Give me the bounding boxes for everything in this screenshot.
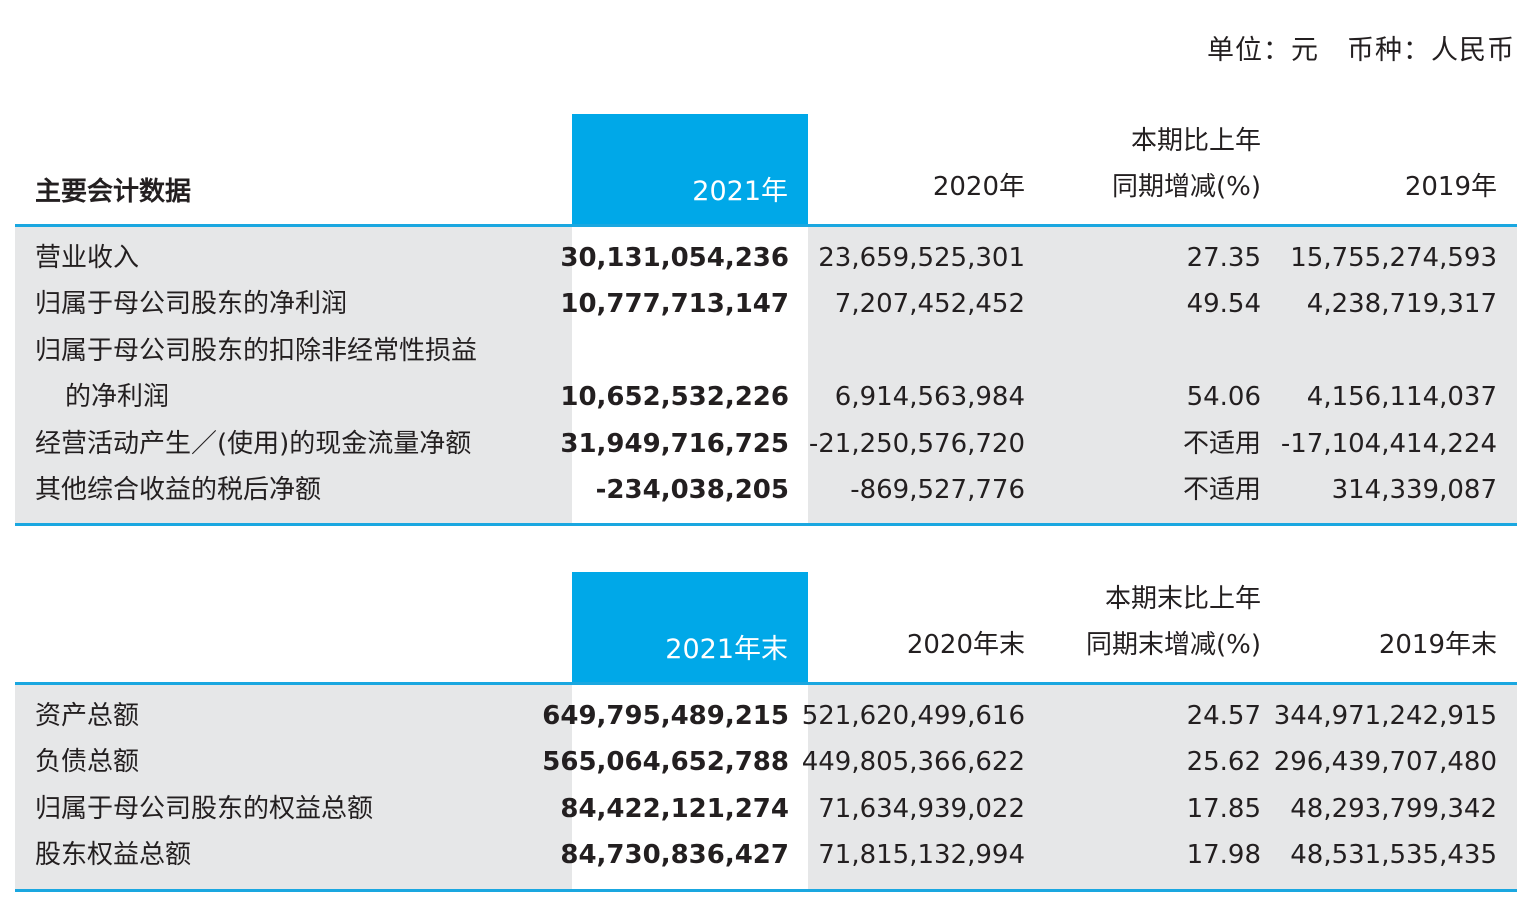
current-year-header: 2021年 [572, 114, 808, 224]
current-year-end-header: 2021年末 [572, 572, 808, 682]
table-row: 归属于母公司股东的净利润 10,777,713,147 7,207,452,45… [35, 289, 1497, 320]
table-body: 营业收入 30,131,054,236 23,659,525,301 27.35… [15, 227, 1517, 527]
unit-note: 单位：元 币种：人民币 [1207, 35, 1515, 66]
older-year-header: 2019年 [1404, 172, 1497, 202]
table-row: 的净利润 10,652,532,226 6,914,563,984 54.06 … [65, 382, 1497, 413]
table-row: 经营活动产生／(使用)的现金流量净额 31,949,716,725 -21,25… [35, 428, 1497, 459]
table-row: 资产总额 649,795,489,215 521,620,499,616 24.… [35, 701, 1497, 731]
change-header: 本期末比上年 同期末增减(%) [1086, 584, 1261, 660]
table-row: 其他综合收益的税后净额 -234,038,205 -869,527,776 不适… [35, 474, 1497, 505]
prior-year-header: 2020年 [932, 172, 1025, 202]
header-label: 主要会计数据 [35, 177, 192, 207]
table-row: 股东权益总额 84,730,836,427 71,815,132,994 17.… [35, 840, 1497, 871]
table-header: 主要会计数据 2021年 2020年 本期比上年 同期增减(%) 2019年 [15, 114, 1517, 227]
change-header: 本期比上年 同期增减(%) [1112, 126, 1261, 202]
table-body: 资产总额 649,795,489,215 521,620,499,616 24.… [15, 685, 1517, 892]
prior-year-end-header: 2020年末 [906, 630, 1025, 660]
balance-data-table: 2021年末 2020年末 本期末比上年 同期末增减(%) 2019年末 资产总… [15, 572, 1517, 892]
table-row: 营业收入 30,131,054,236 23,659,525,301 27.35… [35, 243, 1497, 273]
table-row: 负债总额 565,064,652,788 449,805,366,622 25.… [35, 747, 1497, 778]
table-row: 归属于母公司股东的扣除非经常性损益 [35, 335, 478, 366]
table-header: 2021年末 2020年末 本期末比上年 同期末增减(%) 2019年末 [15, 572, 1517, 685]
table-row: 归属于母公司股东的权益总额 84,422,121,274 71,634,939,… [35, 793, 1497, 824]
older-year-end-header: 2019年末 [1378, 630, 1497, 660]
accounting-data-table: 主要会计数据 2021年 2020年 本期比上年 同期增减(%) 2019年 营… [15, 114, 1517, 527]
